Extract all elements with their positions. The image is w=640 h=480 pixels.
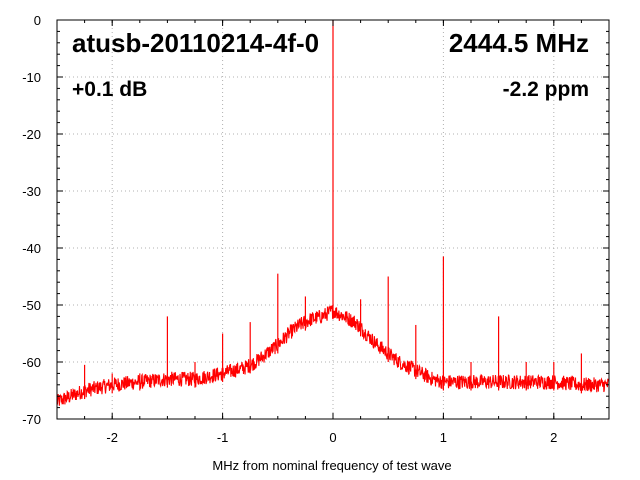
- x-axis-label: MHz from nominal frequency of test wave: [212, 458, 451, 473]
- tick-labels: -2 -1 0 1 20-10-20-30-40-50-60-70: [22, 13, 557, 445]
- y-tick-label: -50: [22, 298, 41, 313]
- y-tick-label: -60: [22, 355, 41, 370]
- y-tick-label: -70: [22, 412, 41, 427]
- x-tick-label: -2: [106, 430, 118, 445]
- frequency-readout: 2444.5 MHz: [449, 28, 589, 58]
- ppm-readout: -2.2 ppm: [503, 78, 589, 101]
- x-tick-label: 2: [550, 430, 557, 445]
- y-tick-label: -10: [22, 70, 41, 85]
- x-tick-label: 0: [329, 430, 336, 445]
- device-title: atusb-20110214-4f-0: [72, 28, 319, 58]
- axes: [56, 19, 610, 420]
- y-tick-label: -30: [22, 184, 41, 199]
- y-tick-label: -20: [22, 127, 41, 142]
- y-tick-label: -40: [22, 241, 41, 256]
- spur-lines: [83, 20, 583, 400]
- x-tick-label: 1: [440, 430, 447, 445]
- x-tick-label: -1: [217, 430, 229, 445]
- y-tick-label: 0: [34, 13, 41, 28]
- gain-readout: +0.1 dB: [72, 78, 147, 101]
